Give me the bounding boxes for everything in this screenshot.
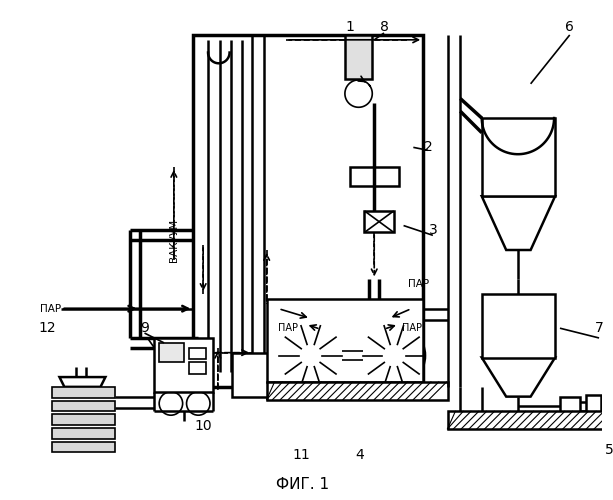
Bar: [267, 382, 447, 400]
Bar: [560, 396, 579, 418]
Bar: [345, 35, 372, 79]
Text: 11: 11: [292, 448, 310, 462]
Bar: [159, 343, 184, 362]
Text: 5: 5: [604, 444, 613, 458]
Circle shape: [362, 324, 425, 387]
Text: ПАР: ПАР: [402, 323, 422, 333]
Bar: [232, 352, 286, 397]
Circle shape: [280, 324, 342, 387]
Text: 3: 3: [428, 224, 437, 237]
Text: 6: 6: [565, 20, 574, 34]
Text: 8: 8: [379, 20, 389, 34]
Text: 9: 9: [140, 321, 149, 335]
Bar: [193, 35, 423, 387]
Text: ПАР: ПАР: [278, 323, 299, 333]
Text: ПАР: ПАР: [408, 279, 430, 289]
Bar: [482, 118, 555, 196]
Bar: [447, 412, 613, 429]
Text: 10: 10: [194, 419, 212, 433]
Text: 1: 1: [345, 20, 354, 34]
Bar: [365, 211, 394, 233]
Bar: [587, 394, 601, 419]
Bar: [189, 362, 206, 374]
Bar: [51, 400, 115, 411]
Bar: [374, 387, 413, 396]
Text: ПАР: ПАР: [40, 304, 61, 314]
Bar: [350, 167, 398, 186]
Text: 2: 2: [424, 140, 432, 154]
Bar: [291, 387, 330, 396]
Bar: [51, 387, 115, 398]
Bar: [482, 294, 555, 358]
Text: ФИГ. 1: ФИГ. 1: [276, 477, 329, 492]
Text: 4: 4: [355, 448, 364, 462]
Bar: [154, 338, 213, 392]
Text: 7: 7: [595, 321, 603, 335]
Bar: [267, 299, 423, 382]
Bar: [189, 348, 206, 360]
Bar: [51, 414, 115, 425]
Bar: [51, 428, 115, 438]
Text: 12: 12: [38, 321, 56, 335]
Text: ВАКУУМ: ВАКУУМ: [169, 218, 179, 262]
Bar: [51, 442, 115, 452]
